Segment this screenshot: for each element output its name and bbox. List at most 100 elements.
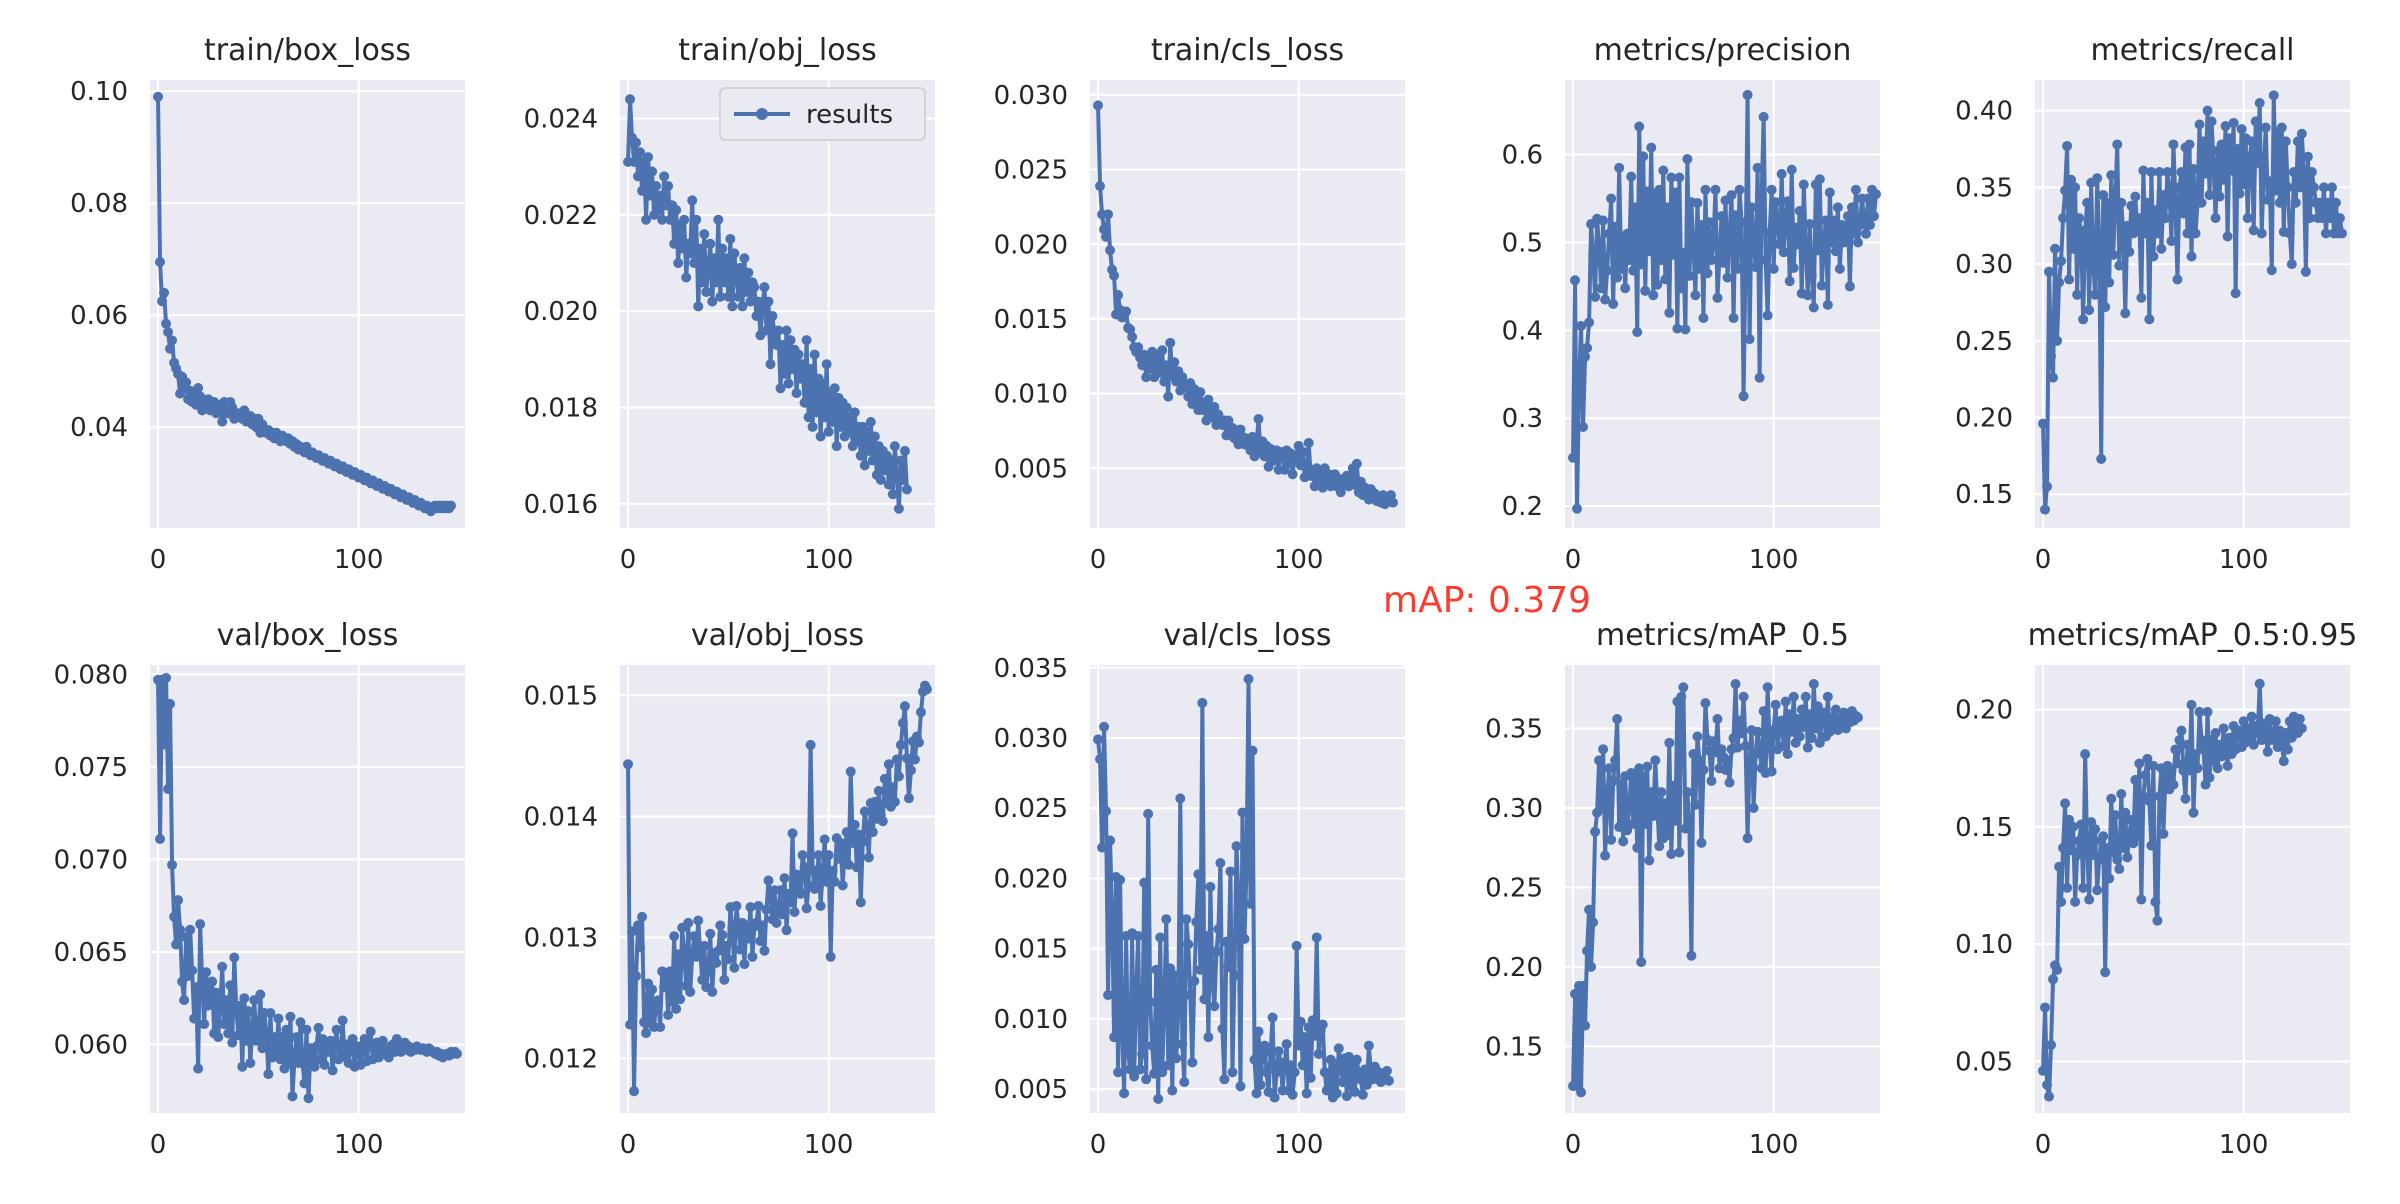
data-point (1305, 1072, 1316, 1083)
map-summary-label: mAP: 0.379 (1383, 580, 1591, 621)
data-point (1640, 285, 1651, 296)
data-point (1269, 1092, 1280, 1103)
data-point (2260, 728, 2271, 739)
data-point (319, 1059, 330, 1070)
data-point (2064, 274, 2075, 285)
data-point (1860, 228, 1871, 239)
data-point (1351, 1054, 1362, 1065)
data-point (207, 976, 218, 987)
data-point (2040, 504, 2051, 515)
data-point (1784, 276, 1795, 287)
data-point (767, 311, 778, 322)
data-point (2040, 1002, 2051, 1013)
data-point (741, 286, 752, 297)
data-point (2074, 835, 2085, 846)
data-point (2078, 314, 2089, 325)
data-point (1774, 239, 1785, 250)
data-point (2300, 266, 2311, 277)
data-point (1642, 761, 1653, 772)
data-point (1203, 394, 1214, 405)
data-point (691, 214, 702, 225)
data-point (2290, 197, 2301, 208)
subplot-title: train/box_loss (204, 33, 411, 68)
data-point (669, 931, 680, 942)
data-point (1183, 939, 1194, 950)
data-point (1165, 337, 1176, 348)
data-point (2098, 190, 2109, 201)
data-point (915, 707, 926, 718)
data-point (2186, 251, 2197, 262)
y-tick-label: 0.020 (524, 297, 598, 327)
data-point (653, 995, 664, 1006)
data-point (823, 850, 834, 861)
legend-box (719, 87, 926, 141)
data-point (1628, 265, 1639, 276)
data-point (2270, 716, 2281, 727)
data-point (1644, 855, 1655, 866)
y-tick-label: 0.35 (1955, 173, 2013, 203)
data-point (1816, 280, 1827, 291)
data-point (1570, 275, 1581, 286)
data-point (1628, 818, 1639, 829)
data-point (245, 1058, 256, 1069)
data-point (739, 253, 750, 264)
data-point (1163, 391, 1174, 402)
data-point (2092, 885, 2103, 896)
data-point (2106, 793, 2117, 804)
data-point (301, 1024, 312, 1035)
data-point (2072, 289, 2083, 300)
data-point (895, 455, 906, 466)
data-point (2144, 796, 2155, 807)
data-point (1636, 259, 1647, 270)
data-point (779, 873, 790, 884)
data-point (1804, 709, 1815, 720)
data-point (1624, 802, 1635, 813)
data-point (347, 1033, 358, 1044)
data-point (297, 1058, 308, 1069)
data-point (1696, 837, 1707, 848)
data-point (1674, 847, 1685, 858)
data-point (1796, 704, 1807, 715)
data-point (705, 238, 716, 249)
data-point (211, 987, 222, 998)
y-tick-label: 0.15 (1955, 480, 2013, 510)
data-point (685, 986, 696, 997)
data-point (1153, 1093, 1164, 1104)
data-point (761, 325, 772, 336)
data-point (1788, 691, 1799, 702)
data-point (2294, 713, 2305, 724)
data-point (1265, 1047, 1276, 1058)
data-point (1646, 142, 1657, 153)
data-point (2202, 105, 2213, 116)
data-point (2306, 167, 2317, 178)
data-point (1159, 1001, 1170, 1012)
x-tick-label: 0 (2035, 1130, 2052, 1160)
data-point (807, 864, 818, 875)
data-point (181, 377, 192, 388)
data-point (217, 961, 228, 972)
data-point (1157, 1067, 1168, 1078)
data-point (741, 920, 752, 931)
data-point (1608, 775, 1619, 786)
data-point (897, 718, 908, 729)
data-point (181, 932, 192, 943)
data-point (1588, 250, 1599, 261)
data-point (1137, 1049, 1148, 1060)
data-point (2060, 798, 2071, 809)
data-point (1818, 707, 1829, 718)
data-point (1383, 1075, 1394, 1086)
data-point (2192, 763, 2203, 774)
data-point (665, 966, 676, 977)
data-point (1678, 248, 1689, 259)
data-point (1175, 793, 1186, 804)
subplot-title: val/cls_loss (1164, 618, 1332, 653)
data-point (1281, 1039, 1292, 1050)
data-point (1826, 712, 1837, 723)
data-point (1864, 219, 1875, 230)
data-point (813, 850, 824, 861)
data-point (1616, 263, 1627, 274)
y-tick-label: 0.030 (994, 724, 1068, 754)
data-point (869, 431, 880, 442)
data-point (889, 441, 900, 452)
data-point (1812, 701, 1823, 712)
